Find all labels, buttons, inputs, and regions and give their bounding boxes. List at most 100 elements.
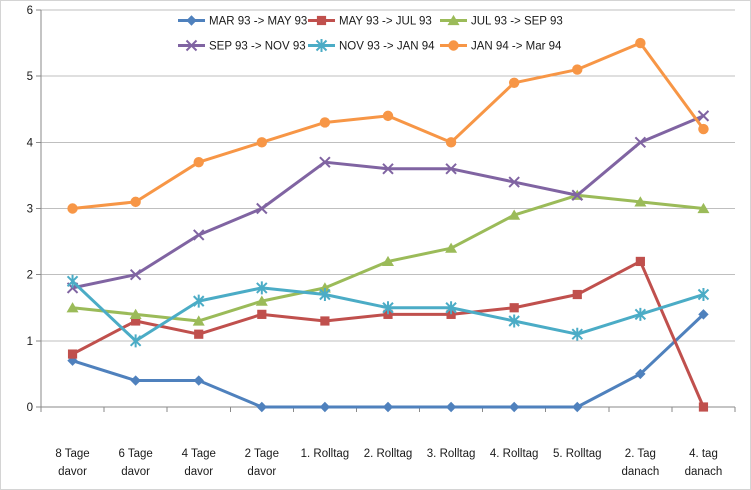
series-5-point-10-marker: [698, 123, 709, 135]
series-5-point-8-marker: [572, 64, 583, 75]
series-2-point-0-marker: [66, 302, 79, 313]
x-axis-category-label: davor: [121, 466, 150, 478]
series-3-point-10-marker: [697, 110, 710, 122]
x-axis-category-label: davor: [58, 466, 87, 478]
series-4-point-1-marker: [129, 334, 142, 348]
y-axis-tick-label: 5: [27, 71, 33, 83]
series-4-point-9-marker: [634, 307, 647, 321]
y-axis-tick-label: 2: [27, 270, 33, 282]
series-2-point-6-marker: [445, 242, 458, 253]
series-2-point-4-marker: [318, 282, 331, 293]
series-4-point-4-marker: [319, 288, 331, 302]
x-axis-category-label: 4. Rolltag: [490, 448, 539, 460]
series-5-point-0-marker: [67, 203, 78, 214]
series-5-point-2-marker: [193, 156, 204, 168]
x-axis-category-label: 6 Tage: [118, 448, 152, 460]
legend-item-label-4: NOV 93 -> JAN 94: [339, 41, 435, 53]
legend-swatch-5-marker: [448, 40, 459, 51]
series-0-point-2-marker: [193, 375, 204, 386]
series-4-point-8-marker: [571, 327, 583, 341]
series-1-point-6-marker: [446, 309, 456, 319]
series-0-point-9-marker: [635, 368, 646, 380]
legend-swatch-0-marker: [186, 15, 197, 26]
x-axis-category-label: 4. tag: [689, 448, 718, 460]
series-3-point-5-marker: [382, 163, 394, 175]
series-0-point-8-marker: [572, 401, 583, 413]
series-3-point-3-marker: [256, 202, 268, 215]
x-axis-category-label: danach: [621, 466, 659, 478]
series-2-point-1-marker: [129, 308, 142, 319]
y-axis-tick-label: 1: [27, 336, 33, 348]
series-5-point-5-marker: [382, 110, 394, 122]
y-axis-tick-label: 4: [27, 137, 34, 149]
legend-swatch-4-marker: [315, 39, 328, 52]
series-3-point-2-marker: [193, 229, 205, 241]
series-3-point-6-marker: [445, 163, 457, 175]
series-3-point-4-marker: [319, 156, 331, 168]
x-axis-category-label: 2. Tag: [625, 448, 656, 460]
series-1-point-10-marker: [698, 402, 709, 412]
x-axis-category-label: davor: [184, 466, 213, 478]
legend-swatch-2-marker: [447, 14, 460, 26]
legend-item-label-3: SEP 93 -> NOV 93: [209, 41, 306, 53]
series-1-point-5-marker: [383, 309, 393, 319]
x-axis-category-label: davor: [247, 466, 276, 478]
series-5-point-7-marker: [508, 77, 520, 88]
series-1-point-2-marker: [194, 329, 204, 339]
series-3-point-7-marker: [508, 176, 520, 188]
series-5-point-1-marker: [130, 196, 141, 208]
x-axis-category-label: 5. Rolltag: [553, 448, 602, 460]
series-2-point-7-marker: [508, 209, 521, 220]
series-3-point-9-marker: [634, 136, 647, 149]
series-1-point-0-marker: [67, 349, 78, 359]
x-axis-category-label: 2. Rolltag: [364, 448, 413, 460]
series-0-point-3-marker: [256, 401, 268, 413]
series-3-point-1-marker: [129, 268, 142, 281]
series-1-point-7-marker: [509, 303, 519, 313]
series-4-point-6-marker: [445, 301, 457, 315]
legend-item-label-0: MAR 93 -> MAY 93: [209, 16, 307, 28]
series-5-point-6-marker: [445, 137, 457, 148]
series-line-1: [71, 259, 705, 409]
x-axis-category-label: 4 Tage: [182, 448, 216, 460]
series-0-point-4-marker: [319, 401, 331, 413]
x-axis-category-label: danach: [685, 466, 723, 478]
series-0-point-7-marker: [508, 401, 520, 413]
series-4-point-5-marker: [382, 301, 394, 315]
y-axis-tick-label: 0: [27, 402, 33, 414]
series-2-point-3-marker: [255, 295, 268, 306]
series-2-point-10-marker: [697, 202, 710, 214]
series-2-point-9-marker: [634, 196, 647, 207]
series-5-point-4-marker: [319, 117, 331, 128]
x-axis-category-label: 8 Tage: [55, 448, 89, 460]
series-0-point-5-marker: [382, 401, 394, 413]
series-0-point-10-marker: [698, 309, 709, 320]
series-0-point-1-marker: [130, 375, 141, 386]
legend-item-label-5: JAN 94 -> Mar 94: [471, 41, 562, 53]
series-4-point-2-marker: [193, 294, 205, 308]
x-axis-category-label: 2 Tage: [245, 448, 279, 460]
series-3-point-8-marker: [571, 189, 583, 201]
series-2-point-2-marker: [192, 315, 205, 326]
series-1-point-9-marker: [635, 256, 645, 267]
series-4-point-0-marker: [66, 274, 79, 288]
legend-swatch-1-marker: [316, 15, 327, 26]
legend-item-label-2: JUL 93 -> SEP 93: [471, 16, 563, 28]
x-axis-category-label: 1. Rolltag: [301, 448, 350, 460]
series-4-point-3-marker: [256, 281, 268, 295]
series-4-point-7-marker: [508, 314, 520, 328]
series-1-point-3-marker: [257, 309, 267, 319]
series-2-point-5-marker: [382, 255, 394, 267]
legend-item-label-1: MAY 93 -> JUL 93: [339, 16, 432, 28]
x-axis-category-label: 3. Rolltag: [427, 448, 476, 460]
series-line-5: [71, 41, 705, 210]
y-axis-tick-label: 3: [27, 204, 33, 216]
series-1-point-8-marker: [572, 289, 582, 300]
series-5-point-9-marker: [635, 37, 646, 49]
series-4-point-10-marker: [697, 288, 710, 302]
legend-swatch-3-marker: [185, 39, 198, 52]
series-5-point-3-marker: [256, 137, 268, 148]
series-1-point-4-marker: [320, 316, 330, 326]
